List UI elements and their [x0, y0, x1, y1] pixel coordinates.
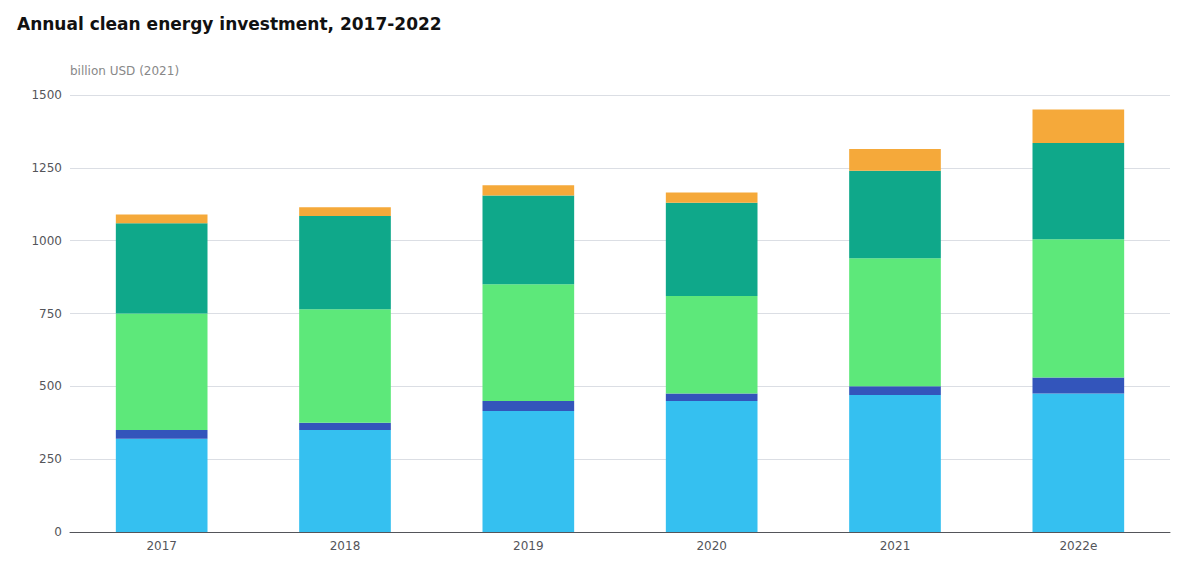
- svg-text:billion USD (2021): billion USD (2021): [70, 64, 179, 78]
- svg-text:1500: 1500: [31, 88, 62, 102]
- svg-text:750: 750: [39, 307, 62, 321]
- svg-text:0: 0: [54, 525, 62, 539]
- svg-text:2019: 2019: [513, 539, 544, 553]
- svg-text:2021: 2021: [880, 539, 911, 553]
- svg-text:2022e: 2022e: [1059, 539, 1097, 553]
- svg-text:250: 250: [39, 452, 62, 466]
- svg-text:500: 500: [39, 379, 62, 393]
- svg-text:1000: 1000: [31, 234, 62, 248]
- svg-text:1250: 1250: [31, 161, 62, 175]
- svg-text:Annual clean energy investment: Annual clean energy investment, 2017-202…: [17, 14, 442, 34]
- svg-text:2017: 2017: [146, 539, 177, 553]
- svg-text:2020: 2020: [696, 539, 727, 553]
- svg-text:2018: 2018: [330, 539, 361, 553]
